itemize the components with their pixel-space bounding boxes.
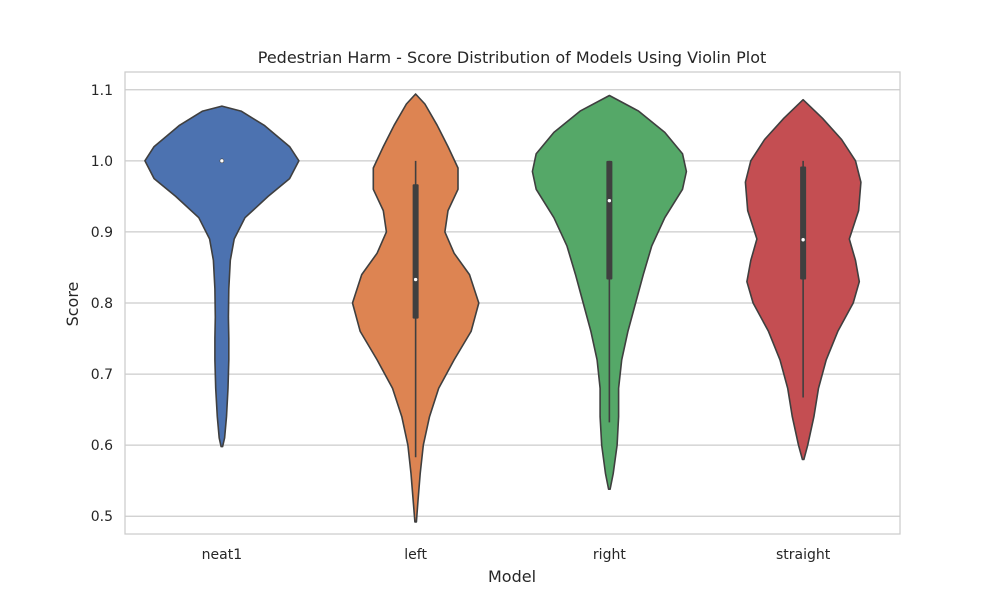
- x-tick-label: straight: [776, 547, 831, 563]
- y-tick-label: 0.5: [91, 509, 113, 525]
- median-neat1: [219, 158, 225, 164]
- x-tick-labels: neat1 left right straight: [202, 547, 831, 563]
- iqr-box-right: [606, 160, 613, 280]
- y-tick-label: 1.0: [91, 154, 113, 170]
- x-tick-label: right: [593, 547, 626, 563]
- y-tick-label: 1.1: [91, 83, 113, 99]
- y-tick-label: 0.9: [91, 225, 113, 241]
- x-tick-label: left: [404, 547, 427, 563]
- y-tick-label: 0.8: [91, 296, 113, 312]
- y-axis-label: Score: [63, 282, 82, 327]
- x-tick-label: neat1: [202, 547, 242, 563]
- x-axis-label: Model: [488, 567, 536, 586]
- y-tick-label: 0.6: [91, 438, 113, 454]
- median-right: [607, 198, 612, 203]
- median-left: [413, 277, 418, 282]
- y-tick-labels: 0.5 0.6 0.7 0.8 0.9 1.0 1.1: [91, 83, 113, 525]
- median-straight: [800, 237, 806, 243]
- y-tick-label: 0.7: [91, 367, 113, 383]
- iqr-box-left: [412, 184, 419, 319]
- violin-neat1: [144, 105, 300, 448]
- iqr-box-straight: [800, 166, 807, 280]
- chart-title: Pedestrian Harm - Score Distribution of …: [258, 48, 767, 67]
- violins: [144, 93, 862, 523]
